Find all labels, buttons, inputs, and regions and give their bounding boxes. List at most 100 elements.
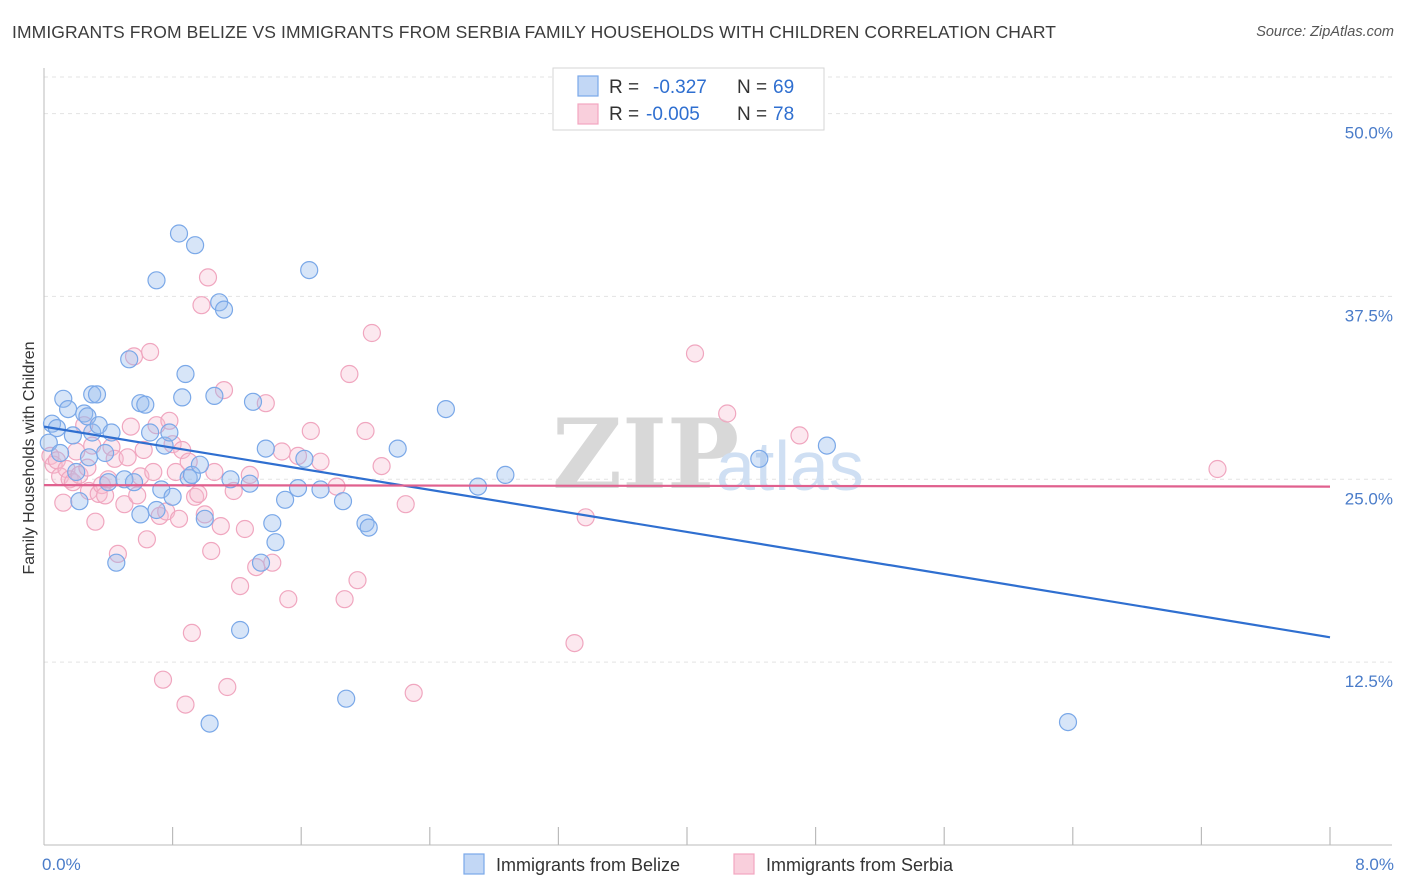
belize-point (176, 364, 195, 384)
serbia-point (685, 344, 705, 363)
belize-point (107, 553, 126, 572)
serbia-n-label: N = (737, 104, 767, 125)
belize-point (163, 487, 182, 506)
series-serbia-points (41, 268, 1227, 714)
tick-label-layer: 12.5% 25.0% 37.5% 50.0% 0.0% 8.0% (42, 124, 1394, 874)
belize-point (231, 620, 250, 640)
serbia-point (153, 670, 173, 689)
serbia-point (137, 530, 156, 549)
serbia-r-value: -0.005 (646, 104, 700, 125)
serbia-point (218, 677, 237, 697)
watermark: ZIP atlas (552, 398, 864, 511)
serbia-point (121, 417, 140, 436)
belize-point (295, 449, 314, 468)
serbia-point (279, 590, 298, 609)
belize-point (58, 400, 78, 419)
serbia-point (134, 440, 153, 460)
belize-point (83, 385, 102, 404)
serbia-point (211, 516, 230, 536)
belize-point (288, 479, 308, 498)
belize-point (99, 473, 118, 492)
belize-point (147, 500, 166, 520)
serbia-point (372, 457, 391, 476)
belize-point (337, 689, 356, 708)
belize-point (169, 224, 189, 243)
serbia-point (231, 576, 250, 596)
serbia-point (335, 590, 354, 609)
x-tick-label: 0.0% (42, 855, 81, 874)
belize-point (817, 436, 837, 455)
serbia-point (348, 571, 367, 590)
serbia-point (182, 623, 201, 643)
serbia-point (790, 426, 809, 445)
serbia-point (169, 509, 189, 528)
belize-point (263, 514, 282, 533)
serbia-point (205, 462, 224, 482)
serbia-point (214, 381, 234, 400)
serbia-n-value: 78 (773, 104, 794, 125)
belize-point (205, 386, 224, 405)
serbia-point (404, 683, 423, 703)
serbia-swatch (577, 103, 599, 125)
serbia-point (202, 541, 221, 561)
belize-point (359, 518, 378, 537)
serbia-point (272, 442, 291, 461)
belize-point (221, 470, 240, 489)
serbia-point (186, 487, 205, 506)
belize-point (388, 439, 407, 458)
watermark-atlas: atlas (716, 427, 864, 505)
belize-point (75, 404, 94, 423)
serbia-point (118, 448, 137, 467)
belize-point (120, 350, 139, 369)
belize-point (251, 553, 271, 572)
belize-point (240, 474, 259, 493)
x-tick-label: 8.0% (1355, 855, 1394, 874)
serbia-point (718, 404, 737, 423)
serbia-point (54, 493, 73, 512)
y-tick-label: 12.5% (1345, 672, 1393, 691)
y-tick-label: 37.5% (1345, 306, 1393, 325)
legend-belize-label: Immigrants from Belize (496, 855, 680, 875)
serbia-point (224, 481, 243, 501)
belize-point (136, 395, 155, 414)
belize-r-label: R = (609, 77, 639, 98)
belize-point (95, 443, 115, 463)
serbia-point (195, 505, 214, 524)
belize-point (147, 271, 166, 290)
belize-point (160, 423, 179, 442)
belize-point (496, 465, 515, 484)
serbia-point (115, 495, 134, 514)
belize-point (131, 505, 150, 524)
belize-r-value: -0.327 (653, 77, 707, 98)
belize-n-label: N = (737, 77, 767, 98)
serbia-point (176, 695, 195, 714)
axis-layer (43, 68, 1392, 846)
belize-point (436, 400, 455, 419)
grid-layer (44, 76, 1392, 663)
serbia-point (1208, 459, 1227, 479)
belize-point (70, 492, 89, 511)
serbia-point (141, 342, 160, 362)
belize-point (276, 490, 295, 509)
serbia-point (396, 495, 415, 514)
belize-point (39, 433, 58, 452)
belize-point (186, 236, 205, 255)
serbia-point (340, 364, 359, 384)
serbia-point (311, 452, 330, 471)
serbia-point (189, 484, 208, 503)
belize-point (87, 385, 107, 404)
y-axis-label: Family Households with Children (21, 342, 38, 575)
belize-point (190, 455, 209, 474)
belize-n-value: 69 (773, 77, 794, 98)
belize-point (200, 714, 219, 733)
belize-point (266, 533, 285, 552)
chart-title: IMMIGRANTS FROM BELIZE VS IMMIGRANTS FRO… (12, 22, 1057, 42)
belize-point (300, 261, 319, 280)
serbia-r-label: R = (609, 104, 639, 125)
serbia-point (63, 473, 83, 492)
belize-point (79, 448, 99, 467)
belize-trend-line (43, 425, 1331, 639)
legend-serbia-swatch (733, 853, 755, 875)
serbia-point (60, 470, 79, 489)
